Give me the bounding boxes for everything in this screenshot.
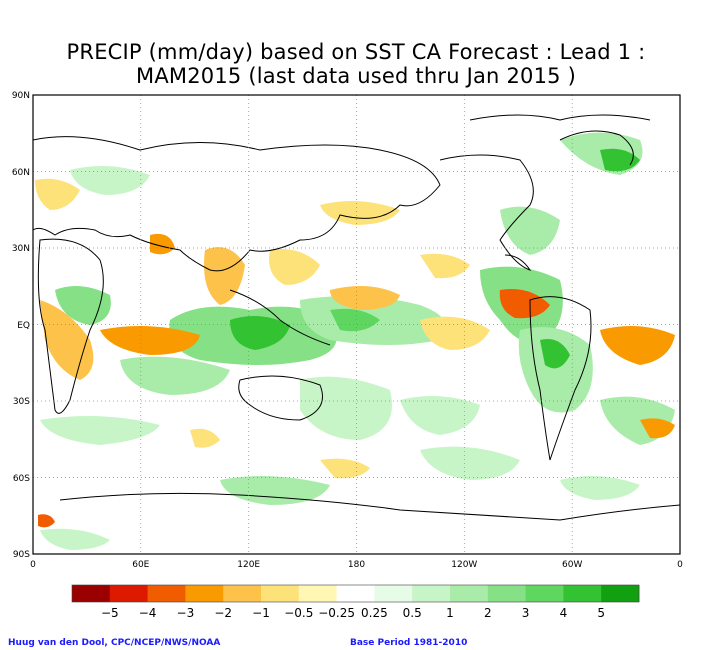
colorbar-swatch (487, 585, 526, 602)
lat-label: EQ (17, 321, 30, 331)
lon-label: 60W (562, 560, 582, 570)
colorbar-tick-label: 2 (484, 606, 492, 620)
colorbar-tick-label: 4 (560, 606, 568, 620)
colorbar-tick-label: 3 (522, 606, 530, 620)
lat-label: 90S (13, 550, 30, 560)
colorbar-swatch (261, 585, 300, 602)
colorbar-tick-label: −0.25 (318, 606, 355, 620)
colorbar: −5 −4 −3 −2 −1 −0.5 −0.25 0.25 0.5 1 2 3 4 5 (71, 584, 640, 620)
latitude-labels: 90N 60N 30N EQ 30S 60S 90S (12, 91, 30, 560)
colorbar-swatch (298, 585, 337, 602)
colorbar-swatch (563, 585, 602, 602)
colorbar-swatch (525, 585, 564, 602)
colorbar-tick-label: −4 (139, 606, 157, 620)
coastlines (32, 114, 681, 521)
lat-label: 90N (12, 91, 30, 101)
colorbar-swatch (336, 585, 375, 602)
colorbar-tick-label: −1 (252, 606, 270, 620)
lat-label: 60S (13, 474, 30, 484)
colorbar-swatch (412, 585, 451, 602)
colorbar-tick-label: 5 (597, 606, 605, 620)
lat-label: 30N (12, 244, 30, 254)
colorbar-swatch (72, 585, 111, 602)
dry-anomaly-areas (35, 178, 675, 528)
gridlines (33, 95, 680, 554)
longitude-labels: 0 60E 120E 180 120W 60W 0 (30, 560, 683, 570)
colorbar-swatch (185, 585, 224, 602)
lat-label: 30S (13, 397, 30, 407)
lon-label: 60E (132, 560, 149, 570)
colorbar-swatch (109, 585, 148, 602)
lon-label: 180 (348, 560, 365, 570)
colorbar-tick-label: 0.25 (361, 606, 388, 620)
author-credit: Huug van den Dool, CPC/NCEP/NWS/NOAA (8, 638, 221, 648)
lon-label: 0 (30, 560, 36, 570)
colorbar-swatch (223, 585, 262, 602)
lon-label: 0 (677, 560, 683, 570)
map-frame (32, 94, 681, 555)
lat-label: 60N (12, 168, 30, 178)
colorbar-tick-label: −2 (214, 606, 232, 620)
lon-label: 120E (237, 560, 260, 570)
base-period: Base Period 1981-2010 (350, 638, 468, 648)
colorbar-tick-label: 1 (446, 606, 454, 620)
colorbar-tick-label: 0.5 (403, 606, 422, 620)
colorbar-tick-label: −5 (101, 606, 119, 620)
map-title-line-2: MAM2015 (last data used thru Jan 2015 ) (136, 64, 576, 88)
colorbar-swatch (147, 585, 186, 602)
colorbar-tick-label: −0.5 (284, 606, 313, 620)
colorbar-swatch (601, 585, 640, 602)
colorbar-swatch (374, 585, 413, 602)
map-title-line-1: PRECIP (mm/day) based on SST CA Forecast… (66, 40, 646, 64)
lon-label: 120W (451, 560, 477, 570)
colorbar-swatch (450, 585, 489, 602)
colorbar-tick-label: −3 (177, 606, 195, 620)
colorbar-frame (71, 584, 640, 603)
